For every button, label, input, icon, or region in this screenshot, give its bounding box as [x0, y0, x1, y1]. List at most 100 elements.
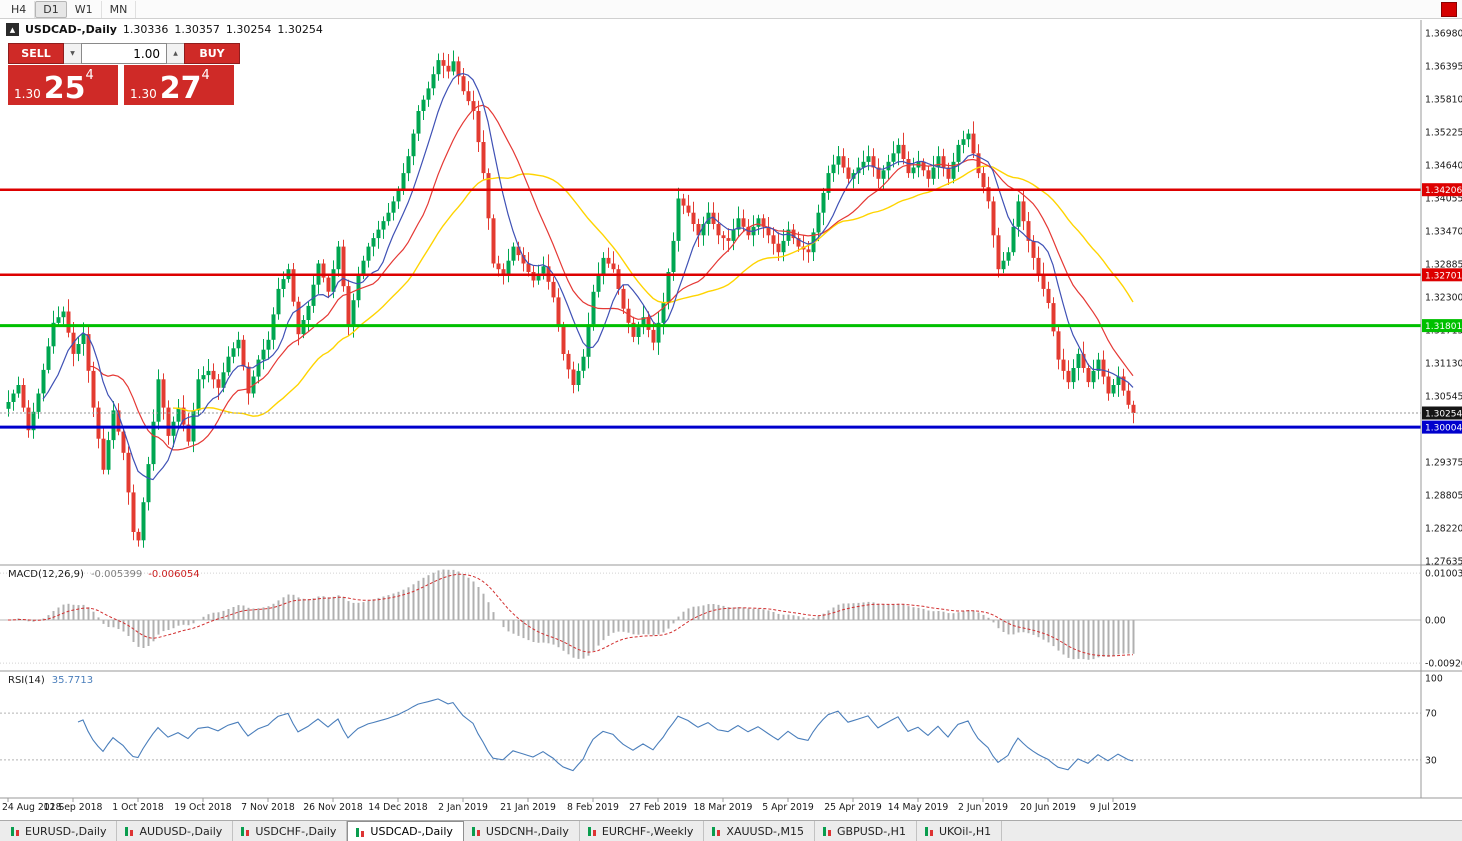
price-axis-label: 1.35810 [1425, 95, 1462, 106]
buy-quote-box[interactable]: 1.30 27 4 [124, 65, 234, 105]
date-axis-label: 1 Oct 2018 [112, 802, 164, 813]
period-button-MN[interactable]: MN [102, 0, 137, 18]
rsi-line [77, 698, 1134, 772]
tab-label: AUDUSD-,Daily [139, 824, 223, 838]
price-axis-label: 1.27635 [1425, 557, 1462, 568]
main-price-pane [0, 50, 1421, 548]
period-button-D1[interactable]: D1 [35, 0, 67, 18]
price-axis-label: 1.35225 [1425, 128, 1462, 139]
chart-tab-usdchf-daily[interactable]: USDCHF-,Daily [233, 821, 348, 841]
sell-price-point: 4 [85, 68, 94, 83]
date-axis-label: 2 Jun 2019 [958, 802, 1008, 813]
price-axis-label: 1.36980 [1425, 29, 1462, 40]
ma-fast-line [42, 72, 1134, 481]
tab-label: EURUSD-,Daily [25, 824, 107, 838]
tab-label: GBPUSD-,H1 [837, 824, 906, 838]
date-axis-label: 7 Nov 2018 [241, 802, 295, 813]
price-axis-label: 1.30545 [1425, 392, 1462, 403]
tab-label: UKOil-,H1 [938, 824, 992, 838]
tab-label: USDCNH-,Daily [485, 824, 569, 838]
macd-value-main: -0.005399 [90, 569, 143, 580]
price-tag-label: 1.34206 [1425, 186, 1462, 196]
macd-axis-label: 0.00 [1425, 616, 1446, 627]
price-axis-label: 1.28805 [1425, 491, 1462, 502]
date-axis-label: 2 Jan 2019 [438, 802, 488, 813]
macd-indicator-label: MACD(12,26,9) -0.005399 -0.006054 [8, 569, 200, 580]
macd-axis-label: 0.010031 [1425, 569, 1462, 580]
price-axis-label: 1.31130 [1425, 359, 1462, 370]
mini-chart-icon [822, 826, 832, 836]
mini-chart-icon [587, 826, 597, 836]
sell-quote-box[interactable]: 1.30 25 4 [8, 65, 118, 105]
sell-button[interactable]: SELL [8, 43, 64, 64]
price-axis-label: 1.29375 [1425, 458, 1462, 469]
period-toolbar: H4 D1 W1 MN [0, 0, 1462, 19]
ma-slow-line [172, 165, 1134, 417]
one-click-toggle-icon[interactable]: ▲ [6, 23, 19, 36]
price-tag [1422, 319, 1462, 333]
date-axis-label: 9 Jul 2019 [1090, 802, 1137, 813]
rsi-axis-label: 100 [1425, 674, 1443, 685]
mini-chart-icon [924, 826, 934, 836]
sell-price-pips: 25 [43, 71, 86, 106]
buy-price-pips: 27 [159, 71, 202, 106]
date-axis-label: 24 Aug 2018 [2, 802, 62, 813]
price-chart-canvas: 1.36980 1.36395 1.35810 1.35225 1.34640 1.340… [0, 20, 1462, 813]
tab-label: USDCHF-,Daily [255, 824, 337, 838]
one-click-trading-panel: SELL ▼ ▲ BUY [8, 43, 240, 64]
macd-pane [0, 569, 1421, 664]
buy-button[interactable]: BUY [184, 43, 240, 64]
price-tag [1422, 406, 1462, 420]
tab-label: USDCAD-,Daily [370, 825, 453, 838]
price-tag [1422, 420, 1462, 434]
chart-tab-ukoil-h1[interactable]: UKOil-,H1 [917, 821, 1003, 841]
buy-price-point: 4 [201, 68, 210, 83]
chart-tab-eurchf-weekly[interactable]: EURCHF-,Weekly [580, 821, 705, 841]
ohlc-open: 1.30336 [122, 23, 169, 36]
mini-chart-icon [355, 827, 365, 837]
chart-title: ▲ USDCAD-,Daily 1.30336 1.30357 1.30254 … [6, 23, 323, 36]
mini-chart-icon [124, 826, 134, 836]
lot-increase-button[interactable]: ▲ [167, 43, 184, 64]
date-axis-label: 8 Feb 2019 [567, 802, 619, 813]
date-axis-label: 14 May 2019 [888, 802, 949, 813]
buy-price-base: 1.30 [130, 87, 157, 101]
lot-decrease-button[interactable]: ▼ [64, 43, 81, 64]
mini-chart-icon [711, 826, 721, 836]
lot-size-input[interactable] [81, 43, 167, 64]
mini-chart-icon [240, 826, 250, 836]
price-axis-label: 1.32885 [1425, 260, 1462, 271]
axes-layer: 1.36980 1.36395 1.35810 1.35225 1.34640 1.340… [0, 20, 1462, 813]
price-tag [1422, 183, 1462, 197]
ohlc-close: 1.30254 [277, 23, 323, 36]
period-button-H4[interactable]: H4 [3, 0, 36, 18]
date-axis-label: 21 Jan 2019 [500, 802, 556, 813]
mini-chart-icon [471, 826, 481, 836]
price-axis-label: 1.36395 [1425, 62, 1462, 73]
ohlc-low: 1.30254 [225, 23, 272, 36]
symbol-label: USDCAD-,Daily [25, 23, 117, 36]
date-axis-label: 19 Oct 2018 [174, 802, 232, 813]
date-axis-label: 26 Nov 2018 [303, 802, 363, 813]
date-axis-label: 27 Feb 2019 [629, 802, 687, 813]
price-tag [1422, 268, 1462, 282]
chart-tab-bar: EURUSD-,Daily AUDUSD-,Daily USDCHF-,Daily U… [0, 820, 1462, 841]
period-button-W1[interactable]: W1 [67, 0, 102, 18]
chart-tab-eurusd-daily[interactable]: EURUSD-,Daily [3, 821, 118, 841]
price-tag-label: 1.32701 [1425, 271, 1462, 281]
rsi-value: 35.7713 [51, 675, 94, 686]
sell-price-base: 1.30 [14, 87, 41, 101]
macd-signal-line [7, 573, 1134, 657]
ma-mid-line [87, 104, 1134, 451]
mini-chart-icon [10, 826, 20, 836]
rsi-axis-label: 30 [1425, 755, 1437, 766]
corner-marker [1441, 2, 1457, 17]
chart-tab-audusd-daily[interactable]: AUDUSD-,Daily [117, 821, 234, 841]
chart-tab-xauusd-m15[interactable]: XAUUSD-,M15 [704, 821, 815, 841]
chart-tab-gbpusd-h1[interactable]: GBPUSD-,H1 [815, 821, 917, 841]
macd-axis-label: -0.00920 [1425, 659, 1462, 670]
macd-histogram [12, 569, 1135, 660]
chart-tab-usdcad-daily[interactable]: USDCAD-,Daily [347, 821, 464, 841]
chart-tab-usdcnh-daily[interactable]: USDCNH-,Daily [464, 821, 580, 841]
